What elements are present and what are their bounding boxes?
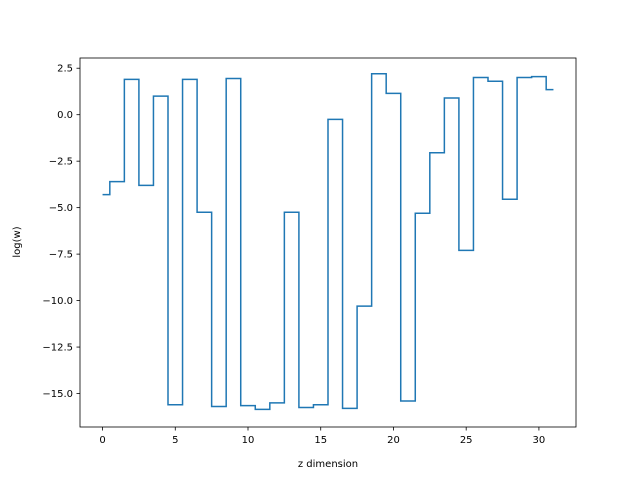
y-tick-label: −5.0 [49,203,73,214]
x-tick-label: 10 [242,435,255,446]
x-tick-label: 25 [460,435,473,446]
axes-frame [79,57,577,428]
y-tick-label: −7.5 [49,250,73,261]
y-axis-ticks: 2.5 0.0 −2.5 −5.0 −7.5 −10.0 −12.5 −15.0 [42,64,80,400]
series-step-line [102,73,554,411]
x-axis-ticks: 0 5 10 15 20 25 30 [99,427,545,446]
y-axis-label: log(w) [12,226,23,257]
y-tick-label: −10.0 [42,296,73,307]
x-tick-label: 5 [172,435,178,446]
x-tick-label: 20 [387,435,400,446]
x-tick-label: 15 [314,435,327,446]
y-tick-label: −12.5 [42,343,73,354]
y-tick-label: 2.5 [57,64,73,75]
series-layer [102,73,554,411]
y-tick-label: 0.0 [57,110,73,121]
x-tick-label: 0 [99,435,105,446]
y-tick-label: −2.5 [49,157,73,168]
x-tick-label: 30 [533,435,546,446]
x-axis-label: z dimension [298,459,358,470]
y-tick-label: −15.0 [42,389,73,400]
